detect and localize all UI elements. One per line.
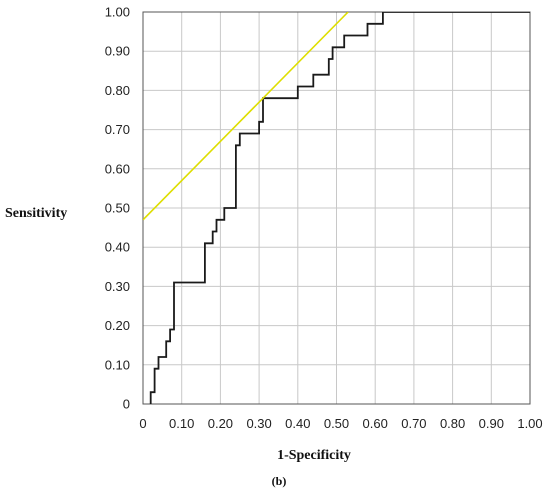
y-tick-label: 0.40 bbox=[105, 240, 130, 255]
y-tick-label: 0.90 bbox=[105, 44, 130, 59]
figure-caption: (b) bbox=[272, 474, 287, 488]
grid-lines bbox=[142, 11, 531, 405]
y-tick-label: 0.60 bbox=[105, 161, 130, 176]
x-tick-label: 1.00 bbox=[517, 416, 542, 431]
reference-line bbox=[143, 12, 349, 221]
y-tick-label: 0.50 bbox=[105, 201, 130, 216]
y-tick-label: 1.00 bbox=[105, 5, 130, 20]
x-axis-title: 1-Specificity bbox=[277, 448, 351, 463]
y-tick-label: 0 bbox=[123, 397, 130, 412]
x-tick-label: 0.70 bbox=[401, 416, 426, 431]
y-tick-label: 0.30 bbox=[105, 279, 130, 294]
plot-border bbox=[142, 11, 531, 405]
x-tick-labels: 0 0.10 0.20 0.30 0.40 0.50 0.60 0.70 0.80 0.90 1.0… bbox=[139, 416, 542, 431]
x-tick-label: 0.50 bbox=[324, 416, 349, 431]
y-tick-label: 0.80 bbox=[105, 83, 130, 98]
x-tick-label: 0.10 bbox=[169, 416, 194, 431]
y-tick-label: 0.10 bbox=[105, 357, 130, 372]
x-tick-label: 0.90 bbox=[479, 416, 504, 431]
x-tick-label: 0.80 bbox=[440, 416, 465, 431]
x-tick-label: 0.20 bbox=[208, 416, 233, 431]
series-layer bbox=[143, 12, 530, 404]
y-tick-label: 0.20 bbox=[105, 318, 130, 333]
x-tick-label: 0.30 bbox=[246, 416, 271, 431]
y-tick-labels: 0 0.10 0.20 0.30 0.40 0.50 0.60 0.70 0.80 0.90 1.0… bbox=[105, 5, 130, 412]
x-tick-label: 0 bbox=[139, 416, 146, 431]
roc-curve bbox=[149, 12, 530, 404]
plot-frame bbox=[142, 11, 531, 405]
x-tick-label: 0.40 bbox=[285, 416, 310, 431]
y-tick-label: 0.70 bbox=[105, 122, 130, 137]
x-tick-label: 0.60 bbox=[363, 416, 388, 431]
y-axis-title: Sensitivity bbox=[5, 206, 67, 221]
